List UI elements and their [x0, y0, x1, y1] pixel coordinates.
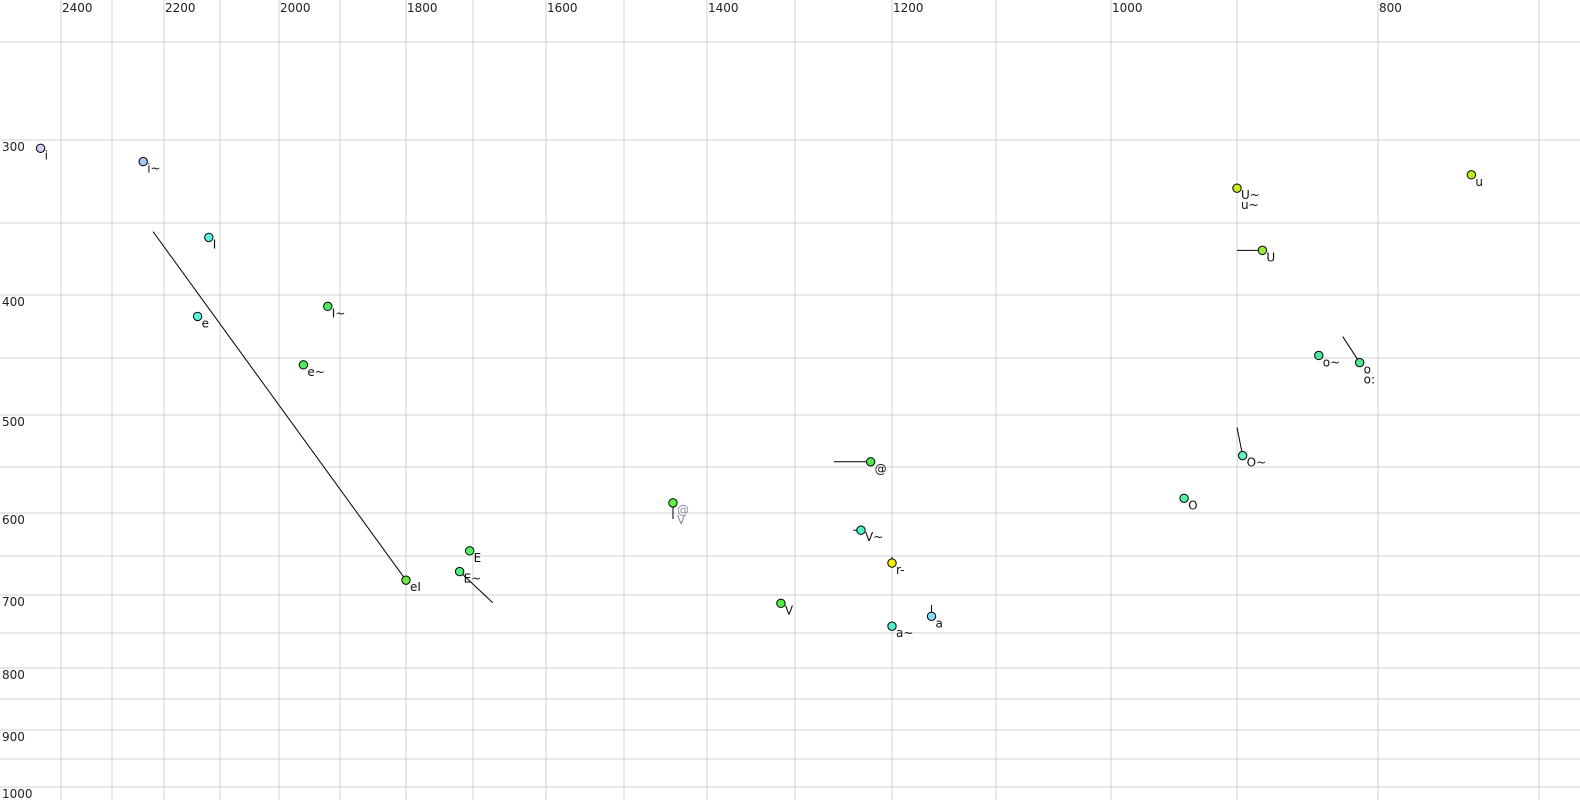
x-tick-label: 1000 — [1112, 1, 1143, 15]
vowel-point: r- — [887, 556, 905, 577]
vowel-marker — [138, 156, 148, 167]
vowel-point: o~ — [1314, 350, 1340, 369]
vowel-label: V — [785, 603, 794, 617]
vowel-label: a — [936, 616, 943, 630]
vowel-marker — [1466, 170, 1477, 180]
x-tick-label: 1800 — [407, 1, 438, 15]
vowel-point: i~ — [138, 156, 161, 176]
vowel-label: U — [1266, 250, 1275, 264]
vowel-label: o: — [1364, 373, 1375, 387]
x-tick-label: 1200 — [893, 1, 924, 15]
x-tick-label: 2000 — [280, 1, 311, 15]
vowel-point: e — [192, 311, 209, 330]
x-tick-label: 1600 — [547, 1, 578, 15]
vowel-label: E~ — [464, 572, 482, 586]
vowel-marker — [926, 611, 937, 621]
vowel-marker — [1232, 183, 1242, 193]
vowel-marker — [192, 311, 203, 322]
vowel-point: a~ — [887, 621, 913, 640]
x-tick-label: 2400 — [62, 1, 93, 15]
vowel-label: I~ — [332, 306, 346, 320]
vowel-label: e~ — [307, 365, 324, 379]
vowel-point: V — [776, 598, 794, 617]
vowel-point: I — [204, 232, 217, 251]
y-tick-label: 600 — [2, 513, 25, 527]
vowel-label: eI — [410, 580, 421, 594]
vowel-marker — [887, 621, 897, 631]
vowel-label: o~ — [1323, 355, 1340, 369]
vowel-label: u — [1475, 175, 1483, 189]
y-tick-label: 300 — [2, 140, 25, 154]
y-tick-label: 900 — [2, 730, 25, 744]
formant-trajectory — [459, 571, 494, 603]
vowel-label: V~ — [865, 530, 883, 544]
vowel-label: i~ — [147, 162, 160, 176]
vowel-label: e — [202, 316, 209, 330]
vowel-marker — [887, 558, 897, 568]
vowel-label: r- — [896, 563, 905, 577]
vowel-label: O~ — [1247, 456, 1267, 470]
x-tick-label: 2200 — [165, 1, 196, 15]
vowel-marker — [454, 566, 465, 577]
vowel-point: a — [926, 604, 943, 630]
vowel-point: O — [1179, 493, 1198, 512]
y-tick-label: 800 — [2, 668, 25, 682]
vowel-point: I~ — [323, 301, 346, 320]
vowel-label: @ — [677, 503, 689, 517]
vowel-point: i — [35, 143, 48, 162]
vowel-point: eI — [152, 231, 421, 594]
vowel-label: E — [474, 551, 482, 565]
vowel-marker — [1179, 493, 1189, 503]
vowel-marker — [323, 301, 333, 312]
vowel-marker — [204, 232, 214, 243]
vowel-point: U — [1237, 245, 1275, 264]
vowel-point: E~ — [454, 566, 494, 603]
vowel-marker — [1314, 350, 1324, 361]
vowel-point: V~ — [853, 525, 883, 544]
vowel-marker — [35, 143, 46, 154]
vowel-point: @V — [668, 498, 689, 527]
formant-trajectory — [1342, 336, 1361, 363]
y-tick-label: 500 — [2, 415, 25, 429]
vowel-label: i — [45, 148, 48, 162]
vowel-marker — [668, 498, 678, 508]
vowel-point: e~ — [298, 360, 325, 379]
y-tick-label: 700 — [2, 595, 25, 609]
x-tick-label: 1400 — [708, 1, 739, 15]
y-tick-label: 1000 — [2, 787, 33, 800]
y-tick-label: 400 — [2, 295, 25, 309]
vowel-point: U~u~ — [1232, 183, 1260, 212]
vowel-point: @ — [833, 457, 887, 476]
vowel-label: o — [1364, 363, 1371, 377]
vowel-marker — [298, 360, 309, 370]
vowel-marker — [1237, 450, 1248, 461]
vowel-label: @ — [875, 462, 887, 476]
vowel-label: V — [677, 513, 686, 527]
vowel-point: O~ — [1236, 427, 1267, 470]
vowel-marker — [776, 598, 786, 609]
vowel-label: U~ — [1241, 188, 1260, 202]
vowel-marker — [865, 457, 876, 467]
vowel-marker — [1257, 245, 1268, 256]
vowel-point: E — [464, 546, 482, 565]
vowel-point: oo: — [1342, 336, 1375, 387]
vowel-marker — [856, 525, 866, 535]
axis-tick-labels: 2400 2200 2000 1800 1600 1400 1200 1000 800 300 40… — [2, 1, 1402, 800]
vowel-marker — [401, 575, 411, 585]
vowel-label: O — [1188, 498, 1197, 512]
vowel-marker — [464, 546, 475, 556]
vowel-point: u — [1466, 170, 1483, 189]
x-tick-label: 800 — [1379, 1, 1402, 15]
vowel-label: u~ — [1241, 198, 1259, 212]
formant-trajectory — [152, 231, 407, 581]
vowel-label: a~ — [896, 626, 913, 640]
formant-trajectory — [1236, 427, 1244, 456]
vowel-marker — [1354, 357, 1365, 368]
vowel-label: I — [213, 237, 217, 251]
